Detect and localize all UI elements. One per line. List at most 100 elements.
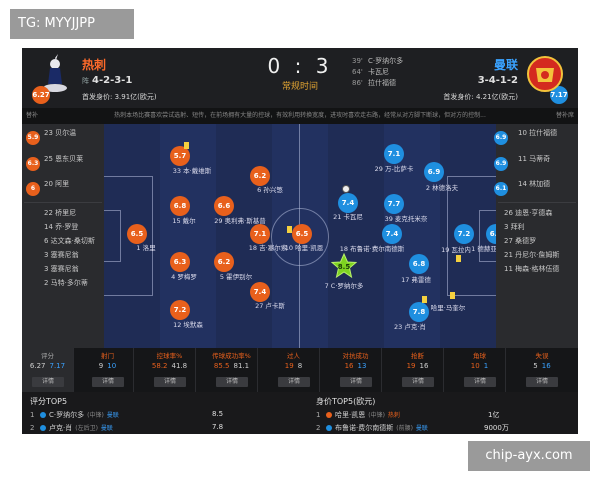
sub-player[interactable]: 20 阿里 [44, 180, 70, 188]
player-name: 布鲁诺·费尔南德斯 [335, 424, 394, 432]
stat-home: 19 [284, 362, 294, 370]
goal-item: 86' 拉什福德 [352, 78, 403, 89]
stat-detail-button[interactable]: 详情 [216, 377, 248, 387]
divider [24, 202, 102, 203]
rating-value: 8.5 [212, 410, 224, 418]
stat-detail-button[interactable]: 详情 [340, 377, 372, 387]
stat-detail-button[interactable]: 详情 [278, 377, 310, 387]
stat-duels: 对抗成功 16 13 详情 [330, 348, 382, 392]
away-player-marker[interactable]: 7.8 [409, 302, 429, 322]
away-player-marker[interactable]: 7.4 [382, 224, 402, 244]
goal-item: 39' C·罗纳尔多 [352, 56, 403, 67]
home-penalty-box [104, 176, 153, 296]
stat-away: 41.8 [171, 362, 188, 370]
sub-player[interactable]: 23 贝尔温 [44, 129, 77, 137]
sub-rating-badge: 6.9 [494, 157, 508, 171]
home-player-name: 6 孙兴慜 [257, 186, 283, 194]
stat-home: 9 [98, 362, 104, 370]
sub-player[interactable]: 2 马特·多尔蒂 [44, 279, 88, 287]
sub-player[interactable]: 21 丹尼尔·詹姆斯 [504, 251, 560, 259]
stat-tackles: 抢断 19 16 详情 [392, 348, 444, 392]
rating-top5-row[interactable]: 1 C·罗纳尔多 (中锋) 曼联 [30, 410, 119, 420]
away-player-marker[interactable]: 6.6 [486, 224, 496, 244]
rating-top5-row[interactable]: 2 卢克·肖 (左后卫) 曼联 [30, 423, 113, 433]
worth-top5-row[interactable]: 1 哈里·凯恩 (中锋) 热刺 [316, 410, 400, 420]
sub-player[interactable]: 11 马蒂奇 [518, 155, 551, 163]
away-player-marker[interactable]: 6.8 [409, 254, 429, 274]
away-player-name: 17 弗雷德 [401, 276, 431, 284]
stat-detail-button[interactable]: 详情 [154, 377, 186, 387]
home-player-marker[interactable]: 5.7 [170, 146, 190, 166]
home-player-marker[interactable]: 6.6 [214, 196, 234, 216]
goal-scorer: C·罗纳尔多 [368, 57, 404, 65]
home-player-marker[interactable]: 7.1 [250, 224, 270, 244]
stat-detail-button[interactable]: 详情 [464, 377, 496, 387]
mvp-rating[interactable]: 8.5 [337, 263, 351, 271]
sub-player[interactable]: 14 乔·罗登 [44, 223, 79, 231]
team-tag: 曼联 [100, 425, 113, 432]
home-player-marker[interactable]: 6.5 [127, 224, 147, 244]
stat-title: 抢断 [411, 352, 424, 360]
away-player-marker[interactable]: 6.9 [424, 162, 444, 182]
away-player-name: 23 卢克·肖 [394, 323, 426, 331]
home-rating-pill: 6.27 [32, 86, 50, 104]
sub-player[interactable]: 3 塞赛尼翁 [44, 251, 79, 259]
home-player-name: 29 奥利弗·斯基普 [214, 217, 266, 225]
away-player-name: 18 布鲁诺·费尔南德斯 [339, 245, 405, 253]
sub-player[interactable]: 26 迪恩·亨德森 [504, 209, 553, 217]
sub-player[interactable]: 3 塞赛尼翁 [44, 265, 79, 273]
home-subs-list: 5.9 23 贝尔温 6.3 25 恩东贝莱 6 20 阿里 22 桥里尼 14… [22, 124, 104, 348]
home-player-marker[interactable]: 6.3 [170, 252, 190, 272]
away-player-marker[interactable]: 7.4 [338, 193, 358, 213]
stat-detail-button[interactable]: 详情 [92, 377, 124, 387]
pitch-stripe [328, 124, 384, 348]
player-name: 卢克·肖 [49, 424, 73, 432]
stat-home: 16 [344, 362, 354, 370]
home-goal-box [104, 210, 121, 262]
worth-top5-row[interactable]: 2 布鲁诺·费尔南德斯 (前腰) 曼联 [316, 423, 428, 433]
stat-title: 对抗成功 [342, 352, 369, 360]
goal-minute: 39' [352, 57, 363, 65]
away-team-name[interactable]: 曼联 [493, 58, 518, 72]
stat-home: 85.5 [213, 362, 230, 370]
home-team-name[interactable]: 热刺 [82, 58, 107, 72]
home-player-marker[interactable]: 6.5 [292, 224, 312, 244]
home-formation-value: 4-2-3-1 [92, 75, 133, 86]
sub-player[interactable]: 3 拜利 [504, 223, 525, 231]
away-player-marker[interactable]: 7.7 [384, 194, 404, 214]
team-dot-icon [40, 412, 46, 418]
home-player-marker[interactable]: 6.8 [170, 196, 190, 216]
sub-rating-badge: 6.3 [26, 157, 40, 171]
stat-detail-button[interactable]: 详情 [526, 377, 558, 387]
home-player-marker[interactable]: 7.4 [250, 282, 270, 302]
stats-row: 评分 6.27 7.17 详情 射门 9 10 详情 控球率% 58.2 41.8 详… [22, 348, 578, 392]
sub-player[interactable]: 11 梅森·格林伍德 [504, 265, 560, 273]
sub-player[interactable]: 22 桥里尼 [44, 209, 77, 217]
goal-item: 64' 卡瓦尼 [352, 67, 403, 78]
stat-detail-button[interactable]: 详情 [32, 377, 64, 387]
yellow-card-icon [422, 296, 427, 303]
sub-player[interactable]: 6 达文森·桑切斯 [44, 237, 95, 245]
sub-rating-badge: 5.9 [26, 131, 40, 145]
stat-home: 5 [533, 362, 538, 370]
sub-player[interactable]: 10 拉什福德 [518, 129, 558, 137]
stat-away: 7.17 [49, 362, 66, 370]
sub-player[interactable]: 14 林加德 [518, 180, 551, 188]
away-player-marker[interactable]: 7.2 [454, 224, 474, 244]
goal-minute: 86' [352, 79, 363, 87]
stat-away: 10 [107, 362, 117, 370]
home-player-marker[interactable]: 6.2 [214, 252, 234, 272]
match-panel: 6.27 热刺 阵 4-2-3-1 首发身价: 3.91亿(欧元) 0 : 3 常… [22, 48, 578, 434]
worth-value: 1亿 [488, 411, 500, 419]
home-player-marker[interactable]: 7.2 [170, 300, 190, 320]
sub-player[interactable]: 27 桑德罗 [504, 237, 537, 245]
home-player-marker[interactable]: 6.2 [250, 166, 270, 186]
home-player-name: 15 戴尔 [172, 217, 196, 225]
stat-home: 10 [470, 362, 480, 370]
sub-player[interactable]: 25 恩东贝莱 [44, 155, 84, 163]
away-player-marker[interactable]: 7.1 [384, 144, 404, 164]
stat-detail-button[interactable]: 详情 [402, 377, 434, 387]
home-player-name: 27 卢卡斯 [255, 302, 285, 310]
away-subs-list: 6.9 10 拉什福德 6.9 11 马蒂奇 6.1 14 林加德 26 迪恩·… [494, 124, 578, 348]
stat-rating: 评分 6.27 7.17 详情 [22, 348, 74, 392]
